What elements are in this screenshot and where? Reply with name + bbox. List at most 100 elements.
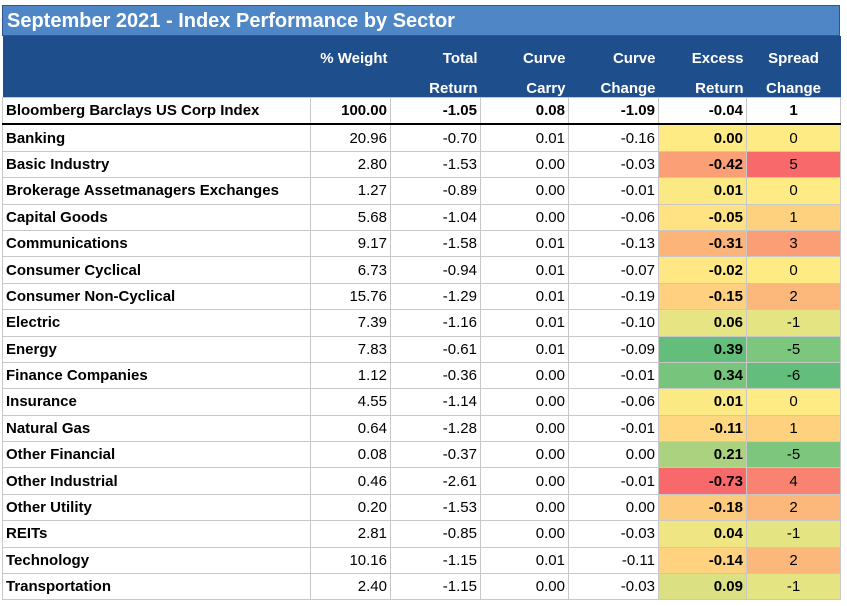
value-cell: 2.81	[310, 520, 391, 548]
header-cell: Spread	[746, 36, 841, 67]
header-cell	[2, 67, 311, 98]
value-cell: -2.61	[390, 467, 481, 495]
title-bar: September 2021 - Index Performance by Se…	[2, 5, 840, 36]
sector-name: Energy	[2, 335, 311, 363]
header-cell: Excess	[658, 36, 747, 67]
value-cell: -0.19	[568, 282, 659, 311]
value-cell: 15.76	[310, 282, 391, 311]
value-cell: 1.27	[310, 177, 391, 205]
value-cell: 0.04	[658, 520, 747, 548]
value-cell: 2	[746, 282, 841, 311]
value-cell: 0.00	[480, 441, 569, 469]
header-row: Return Carry Change Return Change	[2, 67, 841, 98]
value-cell: 4	[746, 467, 841, 495]
header-cell: Curve	[568, 36, 659, 67]
header-cell: Return	[658, 67, 747, 98]
value-cell: -1.04	[390, 203, 481, 231]
value-cell: -0.05	[658, 203, 747, 231]
value-cell: 0.01	[480, 309, 569, 337]
sector-table: % Weight Total Curve Curve Excess Spread Retur…	[2, 36, 841, 601]
header-cell: Carry	[480, 67, 569, 98]
header-row: % Weight Total Curve Curve Excess Spread	[2, 36, 841, 67]
value-cell: -1.53	[390, 150, 481, 179]
value-cell: 0.34	[658, 361, 747, 390]
value-cell: -5	[746, 441, 841, 469]
value-cell: 7.39	[310, 309, 391, 337]
value-cell: 1	[746, 414, 841, 443]
value-cell: -0.16	[568, 123, 659, 152]
value-cell: -0.01	[568, 467, 659, 495]
sector-row: Other Industrial 0.46 -2.61 0.00 -0.01 -0.73 4	[2, 467, 841, 495]
value-cell: -1	[746, 573, 841, 601]
value-cell: 1	[746, 203, 841, 231]
value-cell: -0.07	[568, 256, 659, 284]
sector-name: Other Utility	[2, 493, 311, 522]
value-cell: 0.01	[480, 123, 569, 152]
value-cell: 0.64	[310, 414, 391, 443]
value-cell: -0.10	[568, 309, 659, 337]
value-cell: 100.00	[310, 97, 391, 126]
sector-row: Energy 7.83 -0.61 0.01 -0.09 0.39 -5	[2, 335, 841, 363]
value-cell: 0	[746, 177, 841, 205]
value-cell: -1	[746, 309, 841, 337]
sector-row: Insurance 4.55 -1.14 0.00 -0.06 0.01 0	[2, 388, 841, 416]
sector-name: Brokerage Assetmanagers Exchanges	[2, 177, 311, 205]
value-cell: -0.03	[568, 573, 659, 601]
value-cell: -0.02	[658, 256, 747, 284]
sector-row: Transportation 2.40 -1.15 0.00 -0.03 0.09 -1	[2, 573, 841, 601]
value-cell: 0.01	[480, 256, 569, 284]
sector-row: Consumer Non-Cyclical 15.76 -1.29 0.01 -0.19…	[2, 282, 841, 311]
sector-row: Natural Gas 0.64 -1.28 0.00 -0.01 -0.11 1	[2, 414, 841, 443]
value-cell: -6	[746, 361, 841, 390]
value-cell: -0.01	[568, 361, 659, 390]
value-cell: 0.09	[658, 573, 747, 601]
value-cell: -1	[746, 520, 841, 548]
value-cell: 0.00	[480, 467, 569, 495]
sector-name: Consumer Cyclical	[2, 256, 311, 284]
value-cell: -0.61	[390, 335, 481, 363]
value-cell: 0.06	[658, 309, 747, 337]
sector-name: Natural Gas	[2, 414, 311, 443]
value-cell: -0.36	[390, 361, 481, 390]
value-cell: -0.06	[568, 203, 659, 231]
value-cell: -5	[746, 335, 841, 363]
value-cell: 5	[746, 150, 841, 179]
value-cell: 0.39	[658, 335, 747, 363]
header-cell: Change	[746, 67, 841, 98]
value-cell: 1.12	[310, 361, 391, 390]
value-cell: 9.17	[310, 229, 391, 258]
value-cell: 0.08	[480, 97, 569, 126]
value-cell: -1.16	[390, 309, 481, 337]
value-cell: -1.53	[390, 493, 481, 522]
value-cell: 0.00	[480, 388, 569, 416]
value-cell: 6.73	[310, 256, 391, 284]
value-cell: 0.20	[310, 493, 391, 522]
value-cell: 0.00	[480, 203, 569, 231]
sector-name: Basic Industry	[2, 150, 311, 179]
value-cell: 0.00	[480, 493, 569, 522]
value-cell: 0.01	[480, 546, 569, 575]
value-cell: 2.80	[310, 150, 391, 179]
value-cell: -0.03	[568, 150, 659, 179]
sector-name: Other Industrial	[2, 467, 311, 495]
sector-row: Banking 20.96 -0.70 0.01 -0.16 0.00 0	[2, 123, 841, 152]
value-cell: -1.29	[390, 282, 481, 311]
sector-name: Communications	[2, 229, 311, 258]
sector-name: Technology	[2, 546, 311, 575]
sector-row: Electric 7.39 -1.16 0.01 -0.10 0.06 -1	[2, 309, 841, 337]
value-cell: 5.68	[310, 203, 391, 231]
value-cell: -0.70	[390, 123, 481, 152]
sector-name: Banking	[2, 123, 311, 152]
header-cell: Total	[390, 36, 481, 67]
header-cell	[310, 67, 391, 98]
screen: September 2021 - Index Performance by Se…	[2, 5, 841, 601]
value-cell: -0.42	[658, 150, 747, 179]
value-cell: -0.11	[568, 546, 659, 575]
value-cell: 0.00	[480, 361, 569, 390]
sector-row: Finance Companies 1.12 -0.36 0.00 -0.01 0.34-…	[2, 361, 841, 390]
sector-name: Consumer Non-Cyclical	[2, 282, 311, 311]
value-cell: -1.28	[390, 414, 481, 443]
sector-name: Other Financial	[2, 441, 311, 469]
sector-row: Communications 9.17 -1.58 0.01 -0.13 -0.31 3	[2, 229, 841, 258]
value-cell: 20.96	[310, 123, 391, 152]
